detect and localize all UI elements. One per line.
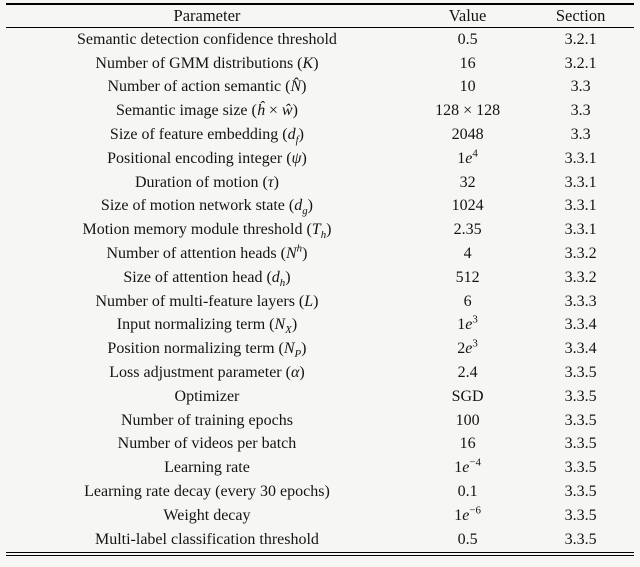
cell-parameter: Size of motion network state (dg)	[100, 197, 313, 218]
cell-parameter: Semantic image size (ĥ × ŵ)	[116, 102, 298, 120]
cell-parameter: Number of multi-feature layers (L)	[95, 292, 319, 310]
cell-parameter: Learning rate decay (every 30 epochs)	[84, 483, 330, 501]
cell-section: 3.3.5	[564, 483, 597, 501]
table-header: Parameter Value Section	[6, 4, 634, 28]
cell-section: 3.3.2	[564, 245, 597, 263]
cell-parameter: Learning rate	[164, 459, 250, 477]
cell-section: 3.3.4	[564, 316, 597, 334]
cell-parameter: Loss adjustment parameter (α)	[109, 364, 305, 382]
cell-section: 3.3.1	[564, 197, 597, 215]
cell-section: 3.3.1	[564, 221, 597, 239]
cell-section: 3.3.5	[564, 387, 597, 405]
cell-parameter: Size of feature embedding (df)	[109, 126, 304, 147]
table-row: Learning rate 1e−4 3.3.5	[6, 456, 634, 480]
table-row: Size of motion network state (dg) 1024 3.3…	[6, 195, 634, 219]
table-row: Position normalizing term (NP) 2e3 3.3.4	[6, 337, 634, 361]
header-parameter: Parameter	[6, 4, 408, 28]
parameters-table: Parameter Value Section Semantic detecti…	[6, 3, 634, 556]
header-value: Value	[407, 4, 528, 28]
cell-value: 2.35	[453, 221, 482, 239]
cell-section: 3.3.5	[564, 435, 597, 453]
cell-value: 1e4	[457, 147, 478, 167]
table-row: Number of action semantic (N̂) 10 3.3	[6, 76, 634, 100]
table-row: Duration of motion (τ) 32 3.3.1	[6, 171, 634, 195]
cell-section: 3.3.4	[564, 340, 597, 358]
cell-value: 4	[463, 245, 472, 263]
table-row: Loss adjustment parameter (α) 2.4 3.3.5	[6, 361, 634, 385]
cell-parameter: Number of training epochs	[120, 411, 293, 429]
cell-section: 3.3.3	[564, 292, 597, 310]
cell-parameter: Weight decay	[163, 506, 251, 524]
table-row: Positional encoding integer (ψ) 1e4 3.3.1	[6, 147, 634, 171]
cell-parameter: Number of videos per batch	[117, 435, 297, 453]
cell-parameter: Multi-label classification threshold	[94, 530, 319, 548]
header-row: Parameter Value Section	[6, 4, 634, 28]
cell-value: SGD	[451, 387, 484, 405]
table-row: Learning rate decay (every 30 epochs) 0.1…	[6, 480, 634, 504]
table-row: Number of multi-feature layers (L) 6 3.3.3	[6, 290, 634, 314]
cell-section: 3.2.1	[564, 30, 597, 48]
cell-parameter: Positional encoding integer (ψ)	[107, 149, 307, 167]
cell-value: 2e3	[457, 337, 478, 358]
table-row: Semantic detection confidence threshold 0…	[6, 28, 634, 52]
cell-parameter: Duration of motion (τ)	[134, 173, 279, 191]
table-row: Number of GMM distributions (K) 16 3.2.1	[6, 52, 634, 76]
cell-parameter: Optimizer	[174, 387, 240, 405]
cell-section: 3.3.5	[564, 530, 597, 548]
cell-value: 512	[455, 268, 480, 286]
cell-section: 3.3	[570, 126, 591, 144]
cell-parameter: Motion memory module threshold (Th)	[82, 221, 332, 242]
cell-value: 0.5	[457, 30, 478, 48]
cell-parameter: Semantic detection confidence threshold	[77, 30, 337, 48]
cell-section: 3.3.2	[564, 268, 597, 286]
cell-section: 3.3	[570, 78, 591, 96]
cell-section: 3.3.5	[564, 459, 597, 477]
table-row: Motion memory module threshold (Th) 2.35 3…	[6, 218, 634, 242]
cell-section: 3.3.1	[564, 149, 597, 167]
table-row: Semantic image size (ĥ × ŵ) 128 × 128 3.3	[6, 99, 634, 123]
cell-value: 1e−6	[454, 504, 481, 524]
table-row: Multi-label classification threshold 0.5 3…	[6, 528, 634, 554]
header-section: Section	[527, 4, 634, 28]
cell-value: 16	[459, 54, 476, 72]
table-row: Size of attention head (dh) 512 3.3.2	[6, 266, 634, 290]
table-row: Size of feature embedding (df) 2048 3.3	[6, 123, 634, 147]
cell-value: 2048	[451, 126, 484, 144]
cell-parameter: Position normalizing term (NP)	[107, 340, 307, 361]
cell-value: 1024	[451, 197, 484, 215]
cell-value: 16	[459, 435, 476, 453]
cell-value: 1e3	[457, 314, 478, 334]
table-row: Optimizer SGD 3.3.5	[6, 385, 634, 409]
cell-section: 3.3.5	[564, 411, 597, 429]
cell-parameter: Number of GMM distributions (K)	[95, 54, 319, 72]
table-body: Semantic detection confidence threshold 0…	[6, 28, 634, 554]
cell-parameter: Number of attention heads (Nh)	[106, 242, 308, 263]
cell-section: 3.3.1	[564, 173, 597, 191]
cell-section: 3.3.5	[564, 364, 597, 382]
cell-value: 128 × 128	[435, 102, 501, 120]
cell-value: 1e−4	[454, 456, 481, 477]
cell-parameter: Size of attention head (dh)	[123, 268, 291, 290]
table-row: Weight decay 1e−6 3.3.5	[6, 504, 634, 528]
table-row: Number of attention heads (Nh) 4 3.3.2	[6, 242, 634, 266]
cell-parameter: Number of action semantic (N̂)	[107, 78, 307, 96]
table-row: Input normalizing term (NX) 1e3 3.3.4	[6, 314, 634, 338]
cell-value: 0.1	[457, 483, 478, 501]
cell-section: 3.2.1	[564, 54, 597, 72]
table-row: Number of videos per batch 16 3.3.5	[6, 433, 634, 457]
table-row: Number of training epochs 100 3.3.5	[6, 409, 634, 433]
cell-parameter: Input normalizing term (NX)	[116, 316, 298, 337]
cell-value: 10	[459, 78, 476, 96]
cell-value: 32	[459, 173, 476, 191]
cell-section: 3.3.5	[564, 506, 597, 524]
cell-value: 100	[455, 411, 480, 429]
cell-value: 6	[463, 292, 472, 310]
cell-value: 0.5	[457, 530, 478, 548]
cell-value: 2.4	[457, 364, 478, 382]
cell-section: 3.3	[570, 102, 591, 120]
